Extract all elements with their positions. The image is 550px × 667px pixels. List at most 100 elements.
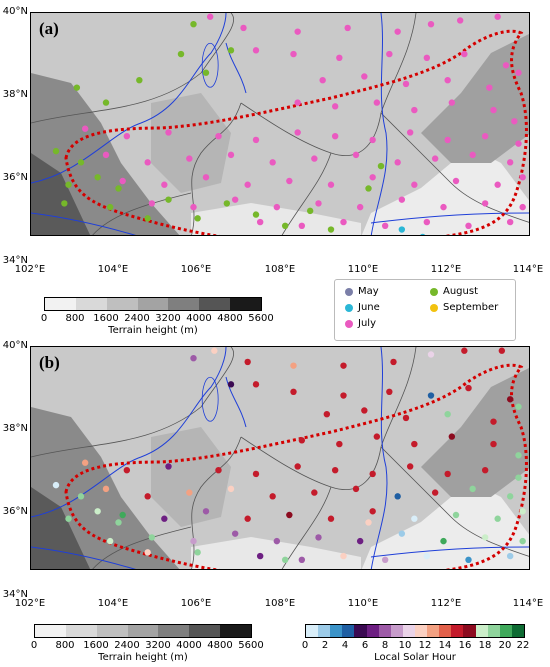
station-point-july xyxy=(402,80,410,88)
yellow-river xyxy=(31,347,227,518)
station-point-july xyxy=(465,222,472,229)
terrain-valley xyxy=(191,203,361,235)
hour-tick: 22 xyxy=(516,640,530,651)
station-point-hour xyxy=(440,537,447,545)
station-point-hour xyxy=(52,481,60,489)
hour-tick: 14 xyxy=(438,640,452,651)
station-point-august xyxy=(223,200,231,207)
station-point-july xyxy=(369,136,376,144)
map-panel-b: (b) xyxy=(30,346,530,570)
station-point-hour xyxy=(94,508,101,515)
terrain-valley xyxy=(191,537,361,569)
station-point-july xyxy=(298,222,306,229)
station-point-hour xyxy=(290,362,297,369)
station-point-hour xyxy=(161,515,168,522)
hour-colorbar-title: Local Solar Hour xyxy=(374,652,456,663)
station-point-july xyxy=(202,174,210,181)
station-point-hour xyxy=(336,440,343,448)
panel-label-a: (a) xyxy=(39,19,59,38)
map-a-svg xyxy=(31,13,529,235)
station-point-hour xyxy=(281,556,289,563)
terrain-taihang xyxy=(421,34,529,163)
station-point-hour xyxy=(369,470,376,478)
province-border xyxy=(92,526,192,569)
station-point-july xyxy=(511,118,518,125)
hour-tick: 4 xyxy=(341,640,349,651)
hour-tick: 2 xyxy=(321,640,329,651)
station-point-hour xyxy=(65,515,72,522)
wei-river xyxy=(370,212,529,224)
hour-tick: 16 xyxy=(458,640,472,651)
province-border xyxy=(191,436,242,569)
terrain-color-bin xyxy=(137,298,169,310)
station-point-july xyxy=(331,133,339,140)
province-border xyxy=(92,192,192,235)
station-point-july xyxy=(444,77,451,84)
lon-label-110-a: 110°E xyxy=(347,264,379,275)
terrain-taihang xyxy=(421,368,529,497)
station-point-hour xyxy=(506,493,514,500)
legend-label: June xyxy=(358,302,380,313)
hour-tick: 0 xyxy=(301,640,309,651)
terrain-tick: 5600 xyxy=(238,640,264,651)
station-point-july xyxy=(286,177,293,185)
station-point-july xyxy=(340,218,347,226)
station-point-hour xyxy=(465,384,472,392)
terrain-color-bin xyxy=(220,625,252,637)
station-point-hour xyxy=(390,358,397,366)
river-branch xyxy=(225,42,247,94)
station-point-august xyxy=(202,69,210,76)
hour-color-bin xyxy=(318,625,331,637)
station-point-july xyxy=(373,99,381,106)
station-point-july xyxy=(506,159,514,166)
station-point-hour xyxy=(498,347,506,354)
terrain-tick: 4000 xyxy=(176,640,202,651)
legend-label: July xyxy=(358,318,376,329)
station-point-july xyxy=(186,155,193,162)
station-point-hour xyxy=(256,552,264,560)
map-b-svg xyxy=(31,347,529,569)
station-point-hour xyxy=(190,355,197,362)
station-point-july xyxy=(290,50,297,58)
station-point-july xyxy=(336,54,343,61)
station-point-august xyxy=(281,222,289,229)
terrain-tick: 2400 xyxy=(124,313,150,324)
station-point-hour xyxy=(411,515,418,522)
station-point-august xyxy=(136,77,143,84)
station-point-hour xyxy=(244,358,251,366)
terrain-tick: 800 xyxy=(65,313,85,324)
station-point-hour xyxy=(361,407,368,414)
fen-river xyxy=(370,13,388,235)
terrain-tick: 0 xyxy=(30,640,38,651)
terrain-tick: 3200 xyxy=(145,640,171,651)
station-point-august xyxy=(61,200,68,207)
station-point-july xyxy=(165,129,172,136)
lon-label-110-b: 110°E xyxy=(347,598,379,609)
lat-label-40-a: 40°N xyxy=(2,6,28,17)
hour-tick: 18 xyxy=(478,640,492,651)
station-point-hour xyxy=(481,534,489,541)
station-point-july xyxy=(319,77,326,84)
terrain-tick: 4800 xyxy=(217,313,243,324)
station-point-august xyxy=(94,174,101,181)
station-point-july xyxy=(427,21,435,28)
station-point-july xyxy=(502,62,510,69)
station-point-july xyxy=(190,203,197,211)
station-point-hour xyxy=(494,515,501,522)
station-point-august xyxy=(102,99,110,106)
hour-color-bin xyxy=(439,625,452,637)
legend-item-may: May xyxy=(345,286,379,297)
terrain-tick: 1600 xyxy=(93,313,119,324)
province-border xyxy=(31,347,234,458)
terrain-lowland-east xyxy=(361,487,529,569)
station-point-hour xyxy=(369,508,376,515)
station-point-august xyxy=(165,196,172,203)
terrain-color-bin xyxy=(230,298,262,310)
station-point-august xyxy=(177,50,185,58)
station-point-hour xyxy=(402,414,410,422)
station-point-hour xyxy=(244,515,251,522)
station-point-july xyxy=(215,133,222,140)
station-point-hour xyxy=(444,411,451,418)
station-point-hour xyxy=(252,381,260,388)
station-point-july xyxy=(519,174,526,181)
